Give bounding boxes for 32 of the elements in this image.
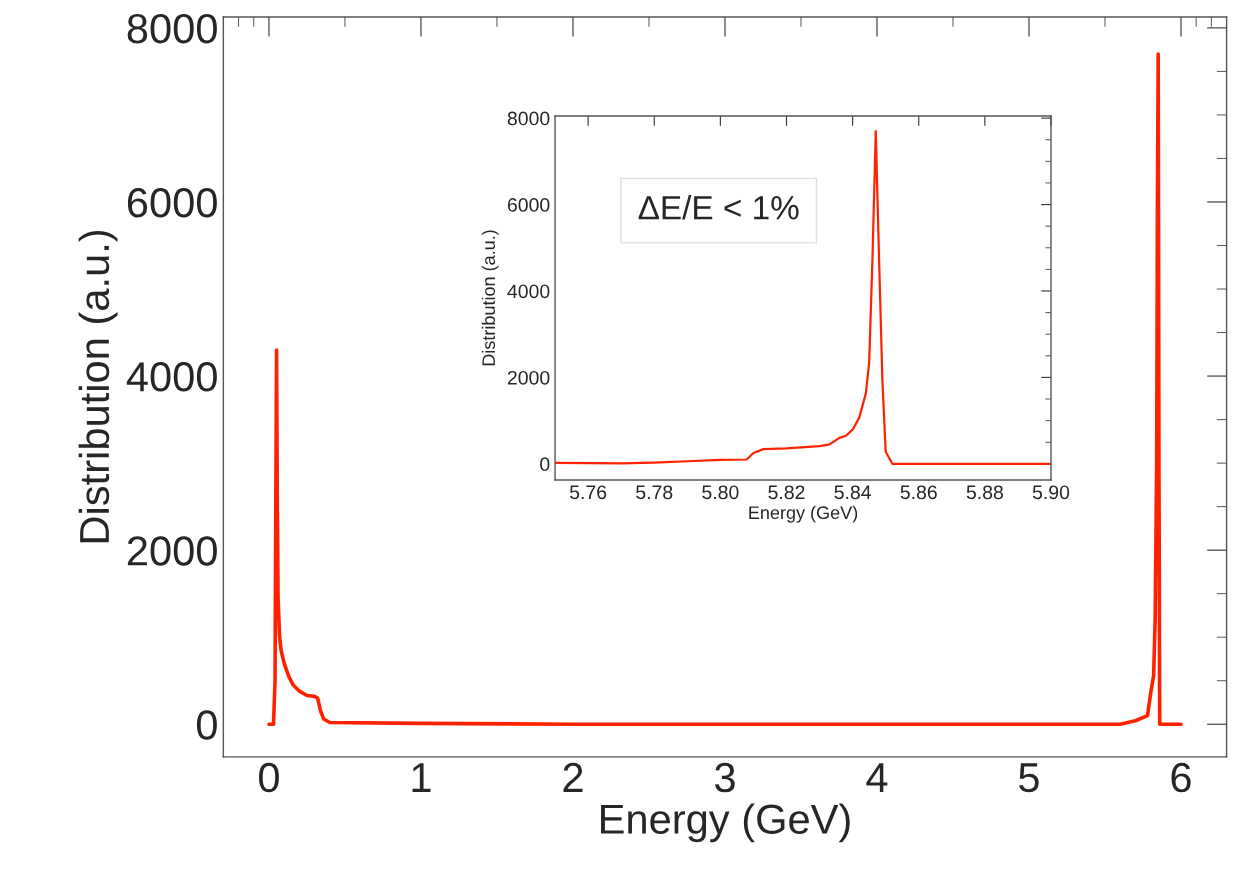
x-tick-label: 6 bbox=[1171, 762, 1191, 793]
x-tick-label: 5.82 bbox=[768, 485, 805, 500]
x-tick-label: 3 bbox=[714, 762, 735, 793]
x-tick-label: 5.90 bbox=[1032, 485, 1070, 500]
y-tick-label: 8000 bbox=[127, 13, 217, 44]
y-tick-label: 6000 bbox=[127, 187, 217, 218]
x-tick-label: 1 bbox=[412, 763, 431, 792]
x-tick-label: 0 bbox=[259, 762, 279, 793]
y-tick-label: 0 bbox=[540, 457, 550, 472]
x-axis-title: Energy (GeV) bbox=[601, 803, 850, 843]
x-tick-label: 5.84 bbox=[834, 485, 871, 500]
y-tick-label: 8000 bbox=[507, 111, 550, 126]
y-tick-label: 6000 bbox=[507, 198, 550, 212]
y-tick-label: 2000 bbox=[507, 370, 550, 385]
x-tick-label: 5 bbox=[1019, 763, 1039, 793]
x-tick-label: 5.78 bbox=[636, 485, 673, 500]
line-series bbox=[267, 52, 1183, 727]
x-tick-label: 5.80 bbox=[702, 485, 739, 500]
y-tick-label: 2000 bbox=[127, 536, 217, 566]
line-series bbox=[555, 129, 1051, 465]
x-tick-label: 2 bbox=[563, 762, 583, 792]
x-tick-label: 5.88 bbox=[966, 485, 1003, 500]
x-tick-label: 4 bbox=[866, 763, 888, 792]
x-tick-label: 5.76 bbox=[569, 485, 607, 500]
annotation: ΔE/E < 1% bbox=[638, 195, 799, 220]
x-tick-label: 5.86 bbox=[900, 485, 937, 500]
y-tick-label: 0 bbox=[196, 710, 217, 740]
y-tick-label: 4000 bbox=[507, 284, 550, 299]
x-axis-title: Energy (GeV) bbox=[749, 505, 858, 523]
y-axis-title: Distribution (a.u.) bbox=[78, 230, 118, 543]
y-tick-label: 4000 bbox=[126, 362, 217, 392]
y-axis-title: Distribution (a.u.) bbox=[481, 230, 499, 366]
